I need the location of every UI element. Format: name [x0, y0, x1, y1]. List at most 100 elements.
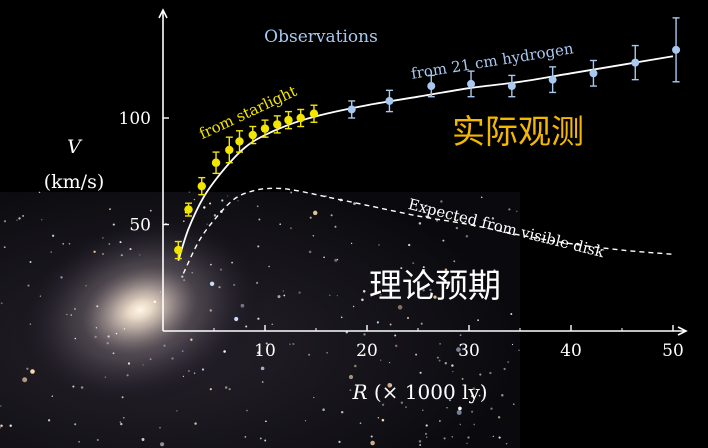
background-star	[0, 302, 3, 305]
background-star	[95, 327, 98, 329]
background-star	[3, 246, 6, 249]
background-star	[425, 432, 427, 435]
background-star	[183, 279, 186, 282]
background-star	[38, 191, 41, 194]
background-star	[181, 275, 184, 278]
background-star	[160, 442, 165, 447]
starlight-data-point	[197, 181, 206, 191]
background-star	[340, 410, 344, 414]
background-star	[0, 424, 3, 427]
background-star	[153, 300, 157, 303]
background-star	[304, 420, 307, 422]
background-star	[361, 298, 364, 302]
starlight-data-point	[211, 158, 221, 167]
x-tick-label: 50	[662, 341, 684, 361]
background-star	[352, 305, 355, 308]
background-star	[258, 218, 261, 221]
background-star	[461, 377, 464, 380]
background-star	[510, 313, 513, 315]
galaxy-background-image	[0, 191, 520, 448]
background-star	[70, 314, 72, 316]
background-star	[51, 234, 55, 237]
background-star	[440, 200, 443, 203]
background-star	[451, 364, 454, 367]
background-star	[322, 408, 325, 412]
background-star	[359, 422, 362, 425]
background-star	[348, 374, 354, 380]
background-star	[234, 316, 239, 322]
background-star	[453, 218, 457, 221]
background-star	[425, 424, 428, 427]
background-star	[257, 245, 260, 248]
background-star	[471, 394, 474, 398]
background-star	[107, 335, 110, 338]
background-star	[405, 406, 407, 408]
background-star	[422, 266, 425, 269]
background-star	[41, 219, 43, 221]
background-star	[472, 387, 476, 391]
background-star	[66, 313, 68, 316]
background-star	[336, 294, 338, 297]
background-star	[425, 208, 429, 212]
background-star	[194, 422, 197, 425]
background-star	[260, 366, 265, 371]
background-star	[415, 353, 418, 356]
background-star	[309, 216, 312, 219]
background-star	[106, 342, 109, 345]
starlight-data-point	[235, 137, 244, 146]
background-star	[298, 291, 301, 294]
background-star	[227, 195, 229, 197]
background-star	[334, 258, 338, 262]
background-star	[439, 343, 441, 345]
background-star	[378, 244, 380, 246]
y-axis-label-symbol: V	[67, 136, 83, 158]
background-star	[181, 350, 184, 352]
background-star	[377, 417, 380, 419]
background-star	[183, 220, 185, 222]
background-star	[313, 396, 315, 399]
starlight-data-point	[248, 130, 257, 140]
background-star	[380, 359, 382, 361]
background-star	[408, 243, 411, 247]
background-star	[433, 295, 437, 299]
x-tick-label: 20	[356, 341, 378, 361]
background-star	[283, 294, 286, 297]
background-star	[223, 350, 226, 353]
background-star	[381, 418, 385, 422]
background-star	[370, 440, 375, 446]
background-star	[163, 344, 166, 347]
background-star	[436, 219, 439, 222]
background-star	[259, 437, 262, 440]
background-star	[228, 388, 231, 391]
background-star	[442, 239, 445, 242]
background-star	[193, 372, 196, 374]
background-star	[271, 323, 273, 325]
background-star	[203, 206, 206, 209]
background-star	[22, 214, 25, 217]
background-star	[354, 364, 357, 368]
starlight-data-point	[260, 124, 270, 133]
background-star	[312, 234, 315, 237]
background-star	[224, 386, 228, 389]
background-star	[74, 308, 76, 310]
background-star	[257, 317, 260, 320]
x-tick-label: 40	[560, 341, 582, 361]
background-star	[0, 405, 2, 407]
background-star	[308, 250, 312, 254]
background-star	[458, 406, 462, 411]
background-star	[412, 262, 415, 264]
fit-curve-line	[177, 55, 674, 261]
y-axis-label-unit: (km/s)	[44, 171, 105, 193]
background-star	[268, 265, 270, 268]
background-star	[503, 367, 506, 371]
background-star	[257, 351, 260, 355]
background-star	[193, 198, 196, 201]
background-star	[466, 442, 468, 445]
background-star	[376, 321, 379, 324]
background-star	[478, 394, 481, 397]
background-star	[188, 370, 190, 372]
background-star	[422, 272, 424, 275]
background-star	[380, 294, 382, 296]
background-star	[334, 225, 337, 228]
